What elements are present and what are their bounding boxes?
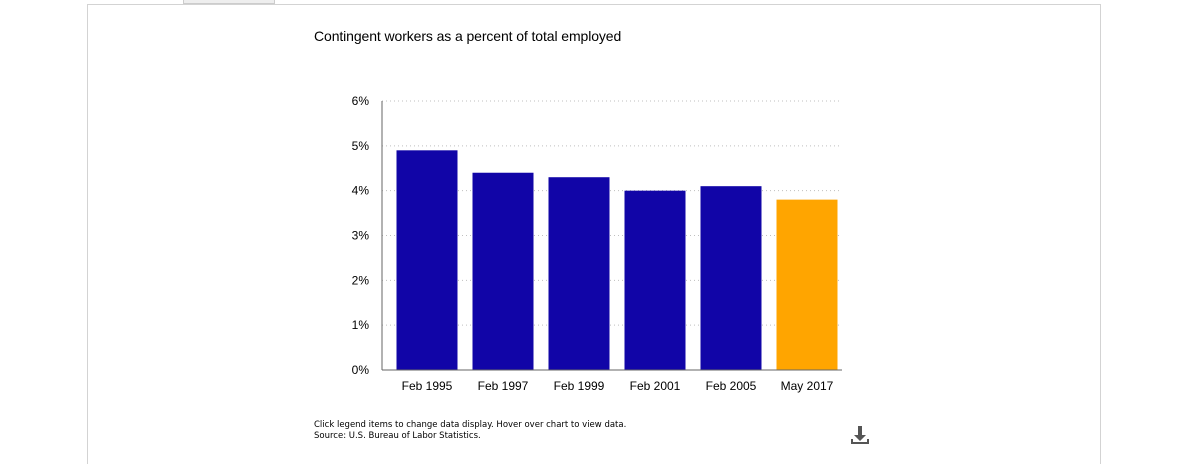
x-axis-ticks: Feb 1995 Feb 1997 Feb 1999 Feb 2001 Feb 2005…: [402, 379, 834, 393]
chart-title: Contingent workers as a percent of total…: [314, 28, 622, 44]
bar-may-2017[interactable]: [776, 199, 838, 370]
bar-feb-1999[interactable]: [548, 177, 610, 370]
x-tick-label: Feb 2005: [706, 379, 757, 393]
y-tick-label: 1%: [352, 318, 370, 332]
chart-panel: [87, 4, 1101, 464]
gridlines: [382, 100, 842, 326]
bar-feb-1995[interactable]: [396, 150, 458, 370]
footer-note: Click legend items to change data displa…: [314, 420, 627, 430]
x-tick-label: Feb 1995: [402, 379, 453, 393]
y-tick-label: 2%: [352, 273, 370, 287]
y-tick-label: 4%: [352, 184, 370, 198]
chart-footer: Click legend items to change data displa…: [314, 420, 626, 442]
download-icon-graphic: [851, 426, 869, 444]
bar-feb-1997[interactable]: [472, 172, 534, 370]
panel-tab[interactable]: [183, 0, 275, 4]
x-tick-label: Feb 2001: [630, 379, 681, 393]
footer-source: Source: U.S. Bureau of Labor Statistics.: [314, 431, 481, 441]
download-icon[interactable]: [849, 424, 871, 446]
y-tick-label: 6%: [352, 94, 370, 108]
bar-feb-2005[interactable]: [700, 186, 762, 370]
x-tick-label: Feb 1999: [554, 379, 605, 393]
bar-feb-2001[interactable]: [624, 190, 686, 370]
y-axis-ticks: 0% 1% 2% 3% 4% 5% 6%: [352, 94, 370, 377]
y-tick-label: 5%: [352, 139, 370, 153]
bar-chart[interactable]: 0%1%2%3%4%5%6% Feb 1995 Feb 1997 Feb 1999 F…: [0, 0, 1192, 450]
x-tick-label: Feb 1997: [478, 379, 529, 393]
y-tick-label: 3%: [352, 229, 370, 243]
bars[interactable]: [396, 150, 838, 370]
y-tick-label: 0%: [352, 363, 370, 377]
x-tick-label: May 2017: [781, 379, 834, 393]
